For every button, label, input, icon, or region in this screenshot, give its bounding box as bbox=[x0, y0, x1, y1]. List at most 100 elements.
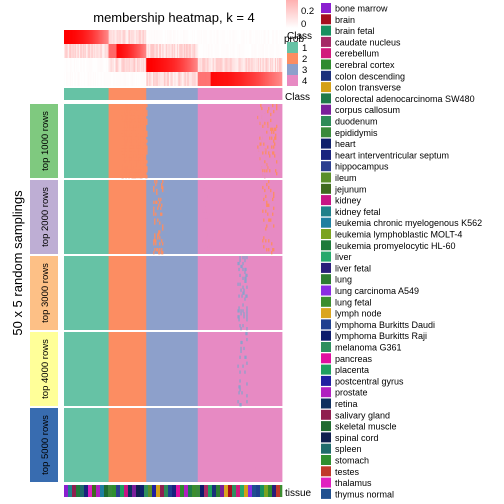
heatmap-cell-6 bbox=[243, 312, 244, 315]
class-annotation-label: Class bbox=[285, 92, 310, 103]
heatmap-cell-0 bbox=[143, 142, 144, 145]
heatmap-cell-0 bbox=[146, 148, 147, 151]
class-legend-label-4: 4 bbox=[302, 76, 307, 87]
heatmap-cell-6 bbox=[239, 283, 240, 286]
heatmap-cell-7 bbox=[246, 362, 247, 365]
heatmap-cell-1 bbox=[270, 119, 271, 122]
heatmap-cell-5 bbox=[158, 198, 159, 201]
tissue-legend-swatch bbox=[321, 240, 331, 250]
heatmap-cell-0 bbox=[127, 107, 128, 110]
heatmap-cell-0 bbox=[141, 104, 142, 107]
heatmap-cell-2 bbox=[258, 131, 259, 134]
heatmap-cell-5 bbox=[153, 186, 154, 189]
heatmap-cell-0 bbox=[134, 119, 135, 122]
heatmap-cell-0 bbox=[140, 163, 141, 166]
heatmap-cell-0 bbox=[146, 122, 147, 125]
heatmap-cell-6 bbox=[238, 309, 239, 312]
heatmap-cell-1 bbox=[264, 169, 265, 172]
heatmap-cell-5 bbox=[159, 201, 160, 204]
heatmap-cell-8 bbox=[261, 467, 262, 470]
tissue-legend-swatch bbox=[321, 444, 331, 454]
tissue-cell bbox=[104, 485, 108, 497]
tissue-legend-label: colon transverse bbox=[335, 83, 401, 93]
heatmap-cell-1 bbox=[272, 128, 273, 131]
heatmap-cell-2 bbox=[259, 169, 260, 172]
heatmap-cell-5 bbox=[157, 207, 158, 210]
heatmap-cell-0 bbox=[139, 142, 140, 145]
heatmap-cell-5 bbox=[156, 180, 157, 183]
heatmap-cell-0 bbox=[143, 151, 144, 154]
heatmap-cell-4 bbox=[266, 248, 267, 251]
heatmap-cell-3 bbox=[203, 198, 204, 201]
tissue-legend-swatch bbox=[321, 161, 331, 171]
tissue-cell bbox=[108, 485, 112, 497]
tissue-legend-swatch bbox=[321, 308, 331, 318]
heatmap-cell-5 bbox=[153, 251, 154, 254]
heatmap-cell-5 bbox=[155, 242, 156, 245]
heatmap-cell-3 bbox=[205, 242, 206, 245]
heatmap-block-2-1 bbox=[64, 180, 109, 254]
tissue-cell bbox=[148, 485, 152, 497]
tissue-cell bbox=[192, 485, 196, 497]
heatmap-cell-2 bbox=[262, 116, 263, 119]
row-group-label: top 4000 rows bbox=[40, 339, 51, 399]
row-group-strips: top 1000 rowstop 2000 rowstop 3000 rowst… bbox=[30, 104, 58, 482]
row-group-label: top 3000 rows bbox=[40, 263, 51, 323]
tissue-legend-swatch bbox=[321, 263, 331, 273]
heatmap-cell-2 bbox=[262, 172, 263, 175]
heatmap-cell-4 bbox=[263, 198, 264, 201]
heatmap-cell-6 bbox=[246, 274, 247, 277]
heatmap-cell-0 bbox=[127, 140, 128, 143]
heatmap-cell-0 bbox=[135, 113, 136, 116]
heatmap-cell-0 bbox=[132, 154, 133, 157]
heatmap-cell-0 bbox=[130, 137, 131, 140]
heatmap-cell-0 bbox=[130, 140, 131, 143]
heatmap-cell-0 bbox=[140, 134, 141, 137]
tissue-legend-label: leukemia lymphoblastic MOLT-4 bbox=[335, 230, 462, 240]
heatmap-cell-4 bbox=[267, 213, 268, 216]
tissue-legend-swatch bbox=[321, 478, 331, 488]
heatmap-cell-5 bbox=[154, 218, 155, 221]
heatmap-cell-3 bbox=[203, 186, 204, 189]
heatmap-cell-0 bbox=[130, 142, 131, 145]
heatmap-block-4-1 bbox=[64, 332, 109, 406]
heatmap-cell-0 bbox=[124, 122, 125, 125]
heatmap-cell-0 bbox=[135, 169, 136, 172]
heatmap-cell-6 bbox=[241, 265, 242, 268]
tissue-legend-label: stomach bbox=[335, 456, 369, 466]
heatmap-cell-0 bbox=[146, 175, 147, 178]
heatmap-cell-4 bbox=[268, 248, 269, 251]
heatmap-cell-8 bbox=[259, 449, 260, 452]
heatmap-cell-0 bbox=[126, 128, 127, 131]
heatmap-cell-2 bbox=[258, 107, 259, 110]
heatmap-cell-0 bbox=[132, 145, 133, 148]
heatmap-cell-5 bbox=[162, 227, 163, 230]
heatmap-cell-2 bbox=[264, 110, 265, 113]
heatmap-cell-0 bbox=[146, 151, 147, 154]
tissue-legend-label: bone marrow bbox=[335, 4, 388, 14]
tissue-legend-swatch bbox=[321, 489, 331, 499]
class-legend-swatch-2 bbox=[287, 53, 298, 64]
heatmap-cell-2 bbox=[262, 134, 263, 137]
heatmap-cell-0 bbox=[121, 163, 122, 166]
heatmap-cell-0 bbox=[143, 116, 144, 119]
tissue-legend-swatch bbox=[321, 184, 331, 194]
heatmap-cell-5 bbox=[161, 204, 162, 207]
heatmap-cell-5 bbox=[157, 218, 158, 221]
heatmap-cell-0 bbox=[130, 157, 131, 160]
heatmap-cell-0 bbox=[146, 104, 147, 107]
tissue-legend-label: thymus normal bbox=[335, 489, 394, 499]
tissue-legend-swatch bbox=[321, 26, 331, 36]
heatmap-cell-1 bbox=[274, 154, 275, 157]
top-class-block-3 bbox=[146, 88, 198, 100]
heatmap-cell-8 bbox=[258, 473, 259, 476]
tissue-legend-label: testes bbox=[335, 467, 360, 477]
heatmap-cell-0 bbox=[144, 125, 145, 128]
heatmap-cell-2 bbox=[262, 137, 263, 140]
tissue-cell bbox=[232, 485, 236, 497]
tissue-cell bbox=[196, 485, 200, 497]
tissue-legend-swatch bbox=[321, 48, 331, 58]
heatmap-cell-4 bbox=[262, 239, 263, 242]
heatmap-cell-0 bbox=[125, 148, 126, 151]
